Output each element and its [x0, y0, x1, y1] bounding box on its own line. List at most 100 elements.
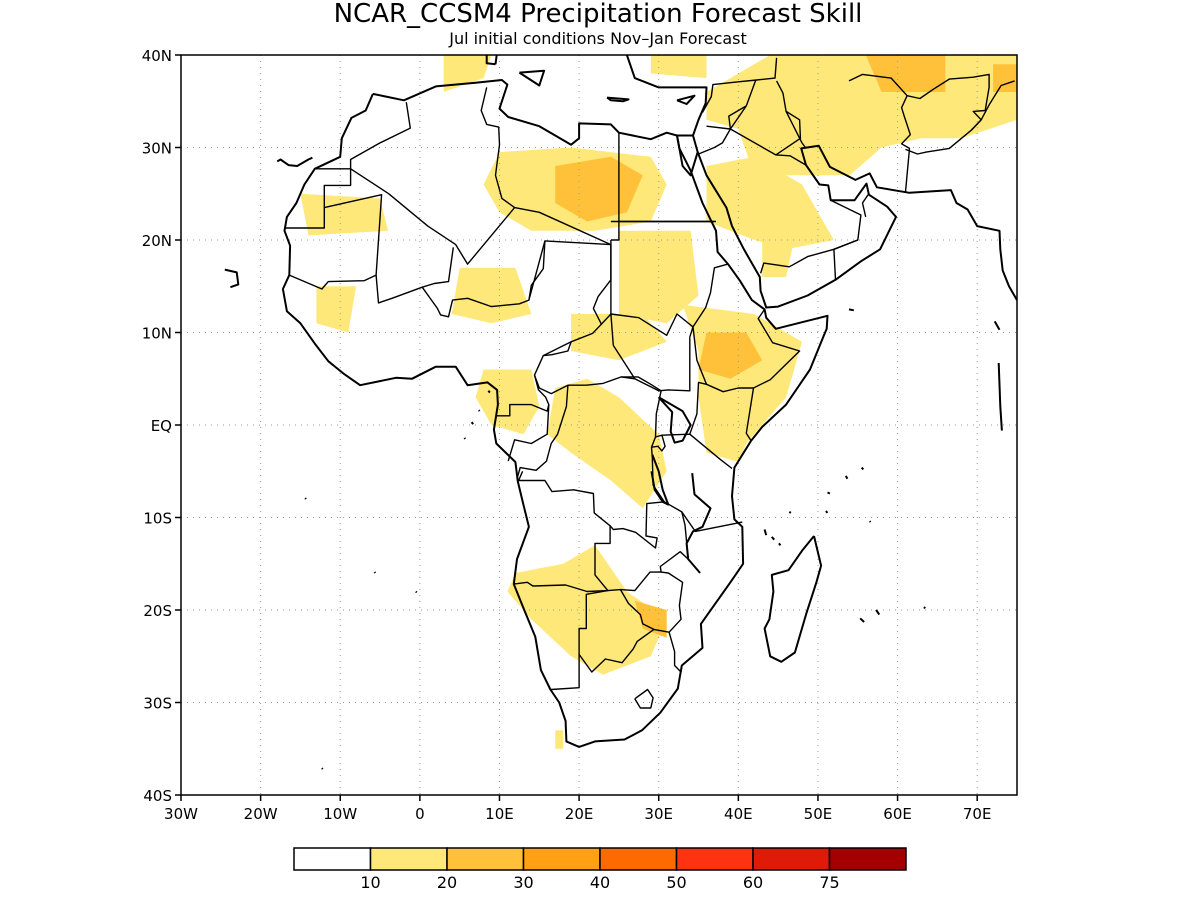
country-border-2 — [284, 168, 352, 229]
country-border-44 — [971, 80, 1015, 131]
skill-region-16 — [475, 369, 540, 435]
island-20 — [825, 510, 829, 514]
country-border-26 — [745, 387, 755, 442]
lat-tick-label: 10N — [142, 325, 172, 343]
colorbar-label: 60 — [743, 873, 763, 892]
skill-region-19 — [634, 600, 667, 638]
island-23 — [827, 491, 831, 495]
country-border-3 — [289, 193, 383, 290]
country-border-40 — [833, 239, 859, 280]
skill-region-17 — [547, 378, 667, 509]
coastline-6 — [657, 396, 692, 444]
colorbar-label: 75 — [819, 873, 839, 892]
country-border-34 — [698, 125, 732, 155]
country-border-24 — [661, 433, 733, 470]
country-border-27 — [607, 501, 689, 592]
lat-tick-label: 40N — [142, 47, 172, 65]
skill-region-13 — [571, 314, 667, 361]
skill-region-20 — [555, 730, 564, 749]
country-border-28 — [681, 511, 743, 533]
country-border-23 — [651, 434, 666, 452]
island-6 — [470, 421, 474, 425]
colorbar-label: 40 — [590, 873, 610, 892]
country-border-45 — [785, 111, 807, 149]
lat-tick-label: 10S — [143, 510, 172, 528]
skill-shading-layer — [300, 55, 1017, 749]
colorbar-label: 20 — [437, 873, 457, 892]
island-28 — [415, 590, 418, 594]
lon-tick-label: 10E — [485, 805, 514, 823]
island-25 — [676, 94, 696, 105]
lon-tick-label: 0 — [415, 805, 425, 823]
island-19 — [788, 511, 792, 514]
coastline-0 — [372, 55, 708, 146]
colorbar-swatch-3 — [522, 847, 601, 871]
island-14 — [859, 617, 865, 623]
country-border-41 — [861, 194, 869, 218]
lon-tick-label: 70E — [963, 805, 992, 823]
colorbar-label: 30 — [513, 873, 533, 892]
country-border-42 — [848, 73, 911, 192]
lat-tick-label: 20S — [143, 602, 172, 620]
coastline-1 — [281, 93, 829, 748]
longitude-axis: 30W 20W 10W 0 10E 20E 30E 40E 50E 60E 70E — [164, 795, 991, 823]
lat-tick-label: 40S — [143, 787, 172, 805]
lat-tick-label: 30S — [143, 695, 172, 713]
gridlines — [181, 55, 1017, 795]
lon-tick-label: 30E — [644, 805, 673, 823]
skill-region-5 — [300, 193, 388, 236]
island-24 — [606, 96, 630, 103]
country-border-17 — [533, 374, 635, 395]
island-21 — [868, 520, 872, 523]
skill-region-3 — [865, 55, 946, 92]
country-border-32 — [634, 688, 654, 709]
country-border-39 — [759, 199, 862, 274]
island-5 — [463, 437, 466, 440]
colorbar-swatch-6 — [752, 847, 831, 871]
coastline-layer — [281, 55, 1017, 748]
country-border-18 — [516, 385, 569, 479]
lat-tick-label: 20N — [142, 232, 172, 250]
map-subtitle: Jul initial conditions Nov–Jan Forecast — [448, 29, 747, 48]
latitude-axis: 40N 30N 20N 10N EQ 10S 20S 30S 40S — [142, 47, 181, 805]
coastline-2 — [676, 135, 699, 177]
island-7 — [487, 390, 491, 394]
island-2 — [373, 571, 377, 574]
lon-tick-label: 50E — [804, 805, 833, 823]
island-9 — [763, 529, 768, 536]
island-15 — [875, 609, 881, 616]
island-18 — [993, 320, 1001, 331]
country-border-33 — [701, 57, 778, 113]
skill-region-18 — [507, 545, 667, 675]
island-8 — [478, 409, 481, 412]
lon-tick-label: 60E — [883, 805, 912, 823]
skill-region-15 — [698, 332, 763, 379]
skill-region-11 — [451, 267, 532, 324]
country-border-43 — [905, 73, 990, 155]
country-border-13 — [600, 263, 729, 336]
island-26 — [485, 55, 498, 66]
island-layer — [224, 55, 1003, 770]
skill-region-10 — [762, 240, 795, 277]
island-13 — [860, 466, 865, 471]
island-10 — [771, 536, 775, 541]
country-border-6 — [514, 206, 612, 246]
island-22 — [844, 475, 849, 480]
island-16 — [923, 606, 926, 609]
skill-region-0 — [443, 55, 492, 92]
island-0 — [276, 156, 313, 167]
skill-region-4 — [993, 64, 1017, 92]
skill-region-1 — [650, 55, 707, 79]
country-border-14 — [689, 309, 801, 393]
island-1 — [224, 268, 240, 289]
colorbar-label: 10 — [360, 873, 380, 892]
island-4 — [321, 767, 324, 770]
plot-area — [181, 55, 1017, 795]
island-11 — [778, 542, 782, 546]
country-border-4 — [375, 247, 454, 304]
country-border-31 — [668, 632, 683, 673]
colorbar-swatch-4 — [599, 847, 678, 871]
country-border-35 — [728, 105, 747, 130]
